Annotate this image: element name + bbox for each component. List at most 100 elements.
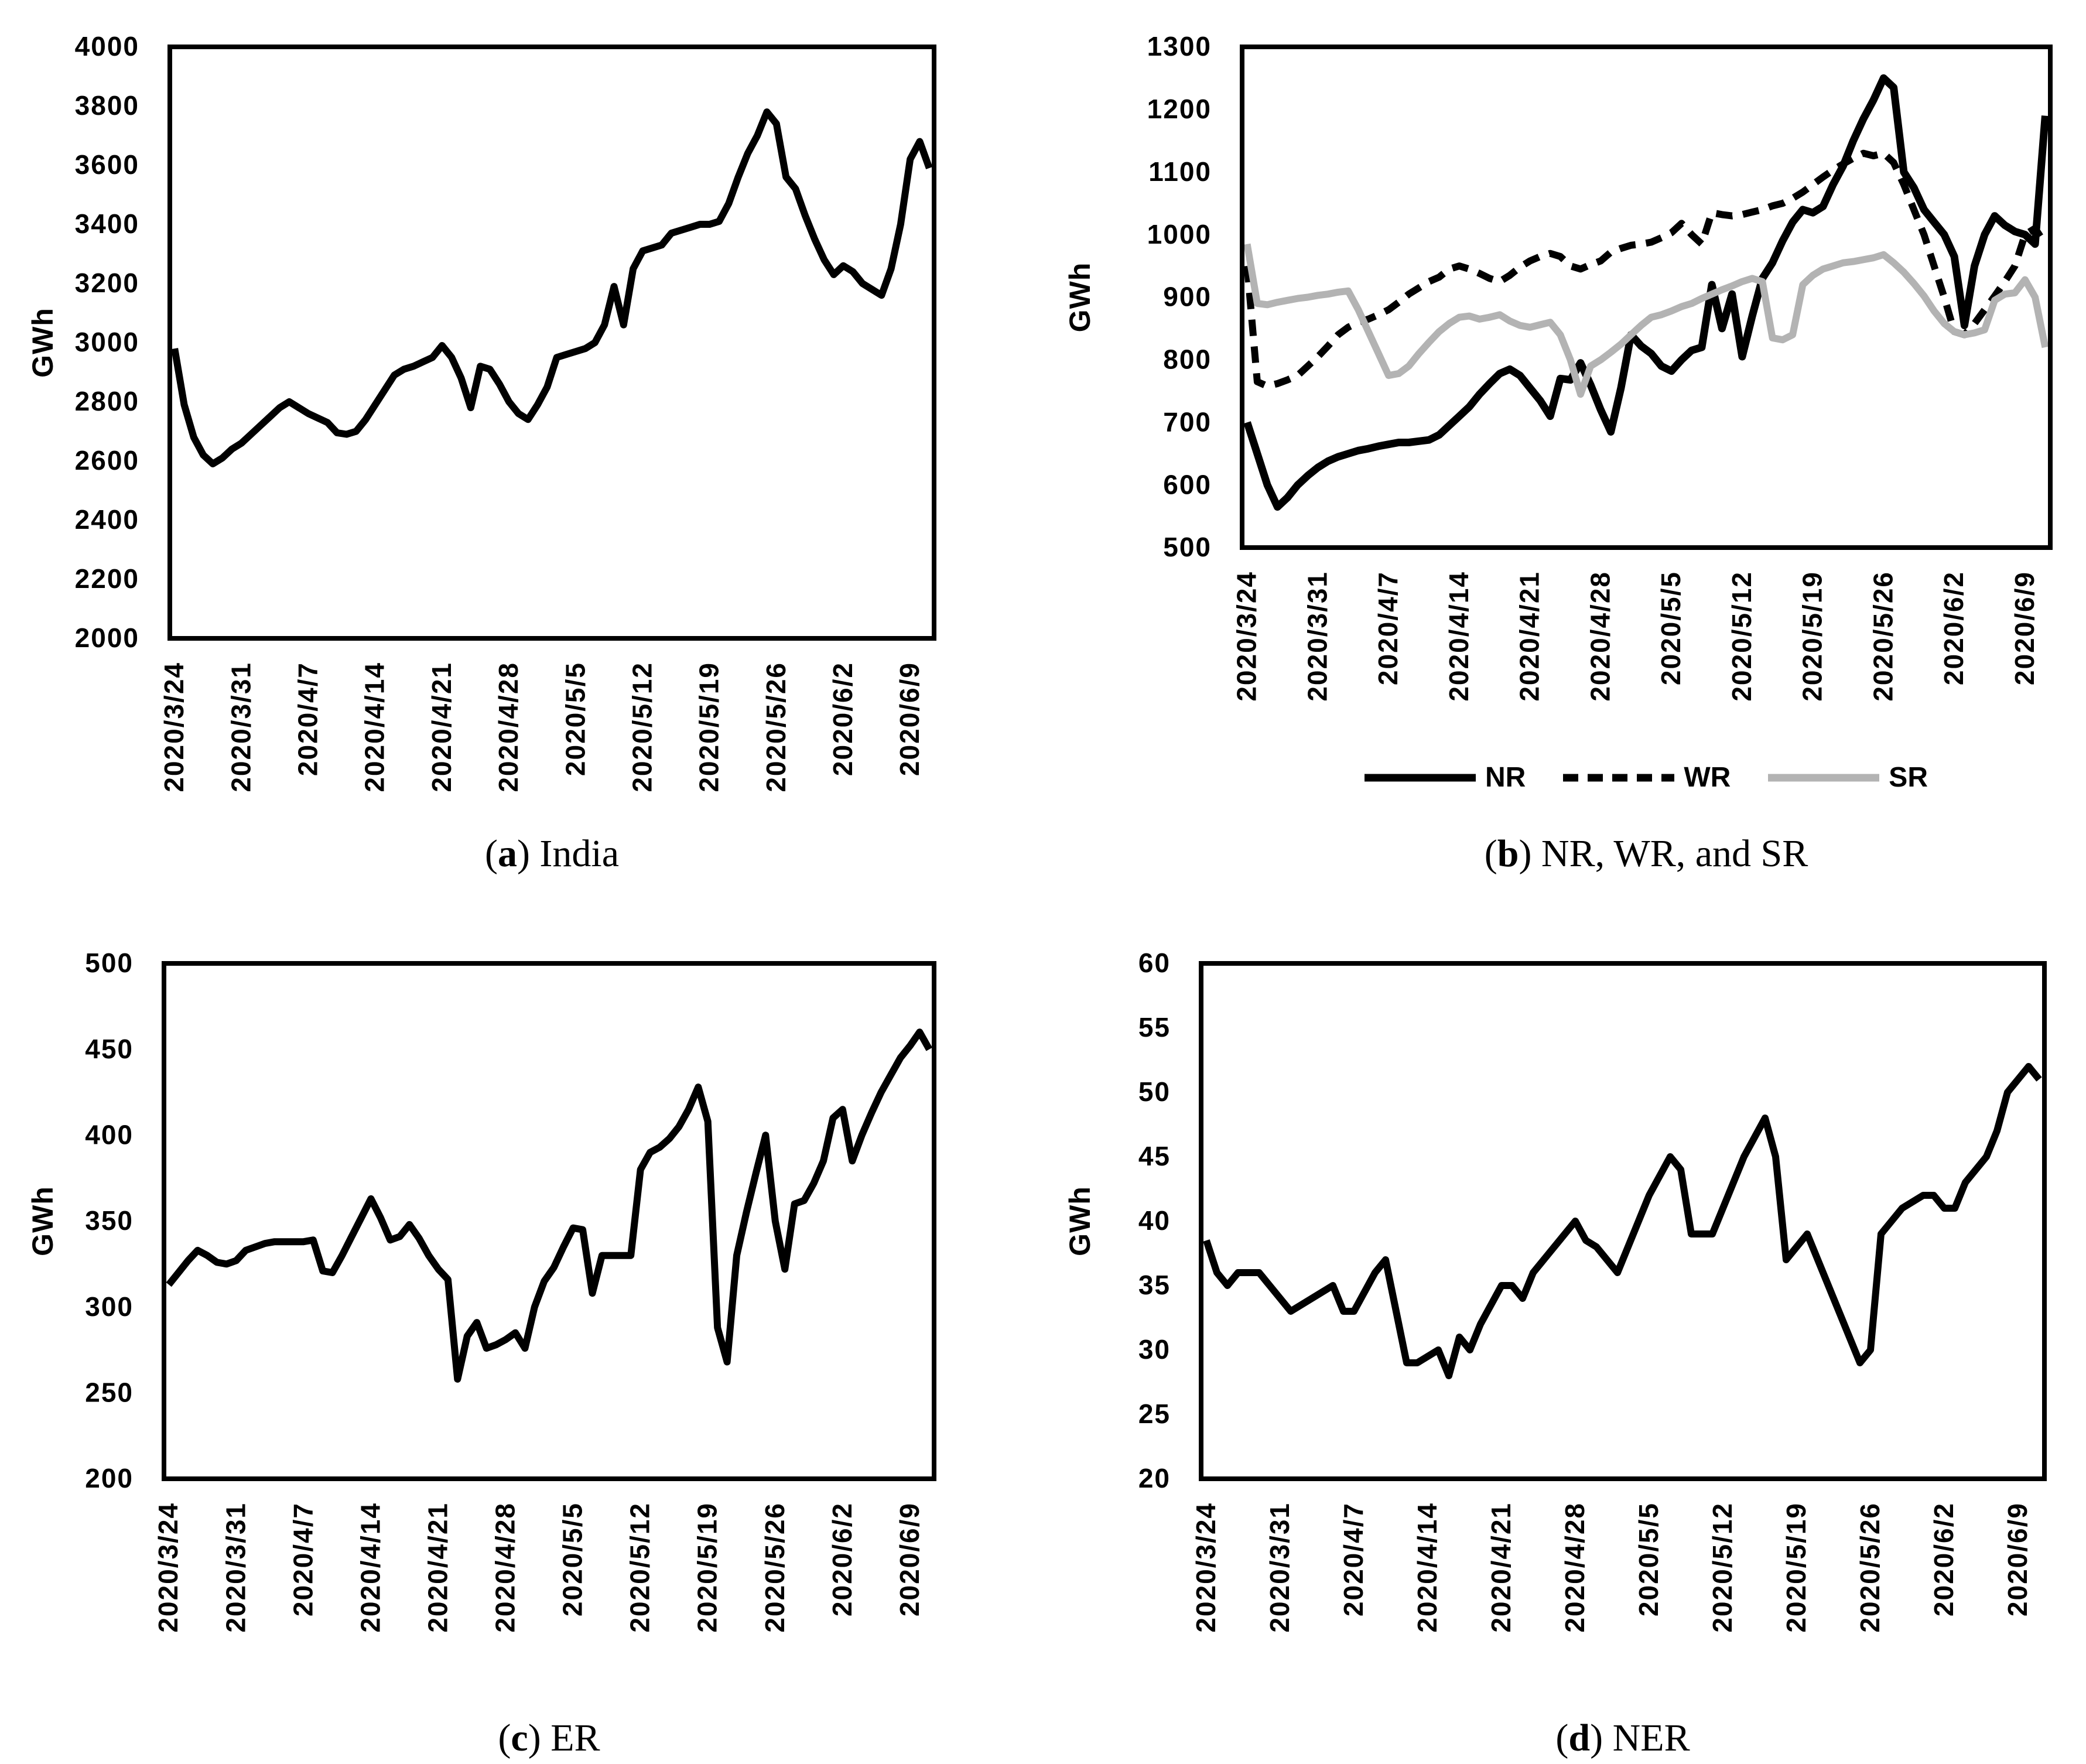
x-tick-label: 2020/6/2 [1928, 1502, 1959, 1616]
caption-c-paren-close: ) [528, 1717, 541, 1759]
legend-label-sr: SR [1889, 762, 1928, 793]
y-tick-label: 350 [85, 1205, 134, 1236]
caption-b-paren-open: ( [1484, 832, 1497, 875]
y-axis-title: GWh [26, 1186, 59, 1256]
y-tick-label: 2200 [75, 563, 139, 594]
x-tick-label: 2020/3/24 [1191, 1502, 1221, 1633]
y-tick-label: 300 [85, 1291, 134, 1322]
x-tick-label: 2020/3/24 [153, 1502, 183, 1633]
caption-c-paren-open: ( [498, 1717, 511, 1759]
caption-a-paren-close: ) [517, 832, 530, 875]
caption-a-letter: a [497, 832, 517, 875]
y-axis-title: GWh [1063, 262, 1096, 333]
wr-line-swatch-icon [1563, 774, 1675, 781]
plot-border [162, 961, 936, 1481]
y-tick-label: 3600 [75, 149, 139, 180]
x-tick-label: 2020/5/26 [1868, 571, 1898, 702]
chart-d-canvas: 20 25 30 35 40 45 50 55 60 2020/3/24 2020/3/31 2020… [1063, 948, 2047, 1633]
y-tick-label: 700 [1163, 406, 1212, 437]
x-tick-label: 2020/5/12 [627, 662, 657, 792]
caption-b-text: NR, WR, and SR [1541, 832, 1808, 875]
x-tick-label: 2020/4/14 [355, 1502, 385, 1633]
x-tick-label: 2020/4/14 [360, 662, 390, 792]
x-tick-label: 2020/4/21 [422, 1502, 453, 1633]
x-tick-label: 2020/6/9 [894, 1502, 925, 1616]
y-tick-label: 1100 [1148, 156, 1212, 187]
y-tick-label: 2000 [75, 623, 139, 653]
caption-c-letter: c [511, 1717, 528, 1759]
x-tick-label: 2020/6/2 [827, 1502, 857, 1616]
series-line-india [171, 108, 933, 467]
x-tick-label: 2020/6/9 [2002, 1502, 2033, 1616]
chart-a-canvas: 2000 2200 2400 2600 2800 3000 3200 3400 3600 3800… [26, 31, 936, 792]
y-tick-label: 45 [1138, 1141, 1171, 1171]
x-tick-label: 2020/4/21 [1514, 571, 1545, 702]
y-tick-label: 3400 [75, 208, 139, 239]
x-tick-label: 2020/4/28 [1560, 1502, 1590, 1633]
y-tick-label: 20 [1138, 1463, 1171, 1493]
y-tick-label: 500 [85, 948, 134, 978]
x-tick-label: 2020/4/14 [1412, 1502, 1442, 1633]
caption-b-letter: b [1497, 832, 1519, 875]
series-line-sr [1243, 243, 2049, 398]
chart-c-panel: 200 250 300 350 400 450 500 2020/3/24 2020/3/31 2… [0, 914, 1043, 1764]
x-tick-label: 2020/5/12 [1707, 1502, 1738, 1633]
series-line-er [166, 1028, 933, 1383]
y-tick-label: 55 [1138, 1012, 1171, 1042]
y-axis-title: GWh [1063, 1186, 1096, 1256]
chart-a-caption: (a) India [170, 832, 934, 876]
plot-border [1240, 45, 2053, 550]
caption-b-paren-close: ) [1519, 832, 1532, 875]
plot-border [167, 45, 936, 641]
x-tick-label: 2020/3/31 [225, 662, 256, 792]
series-line-nr [1243, 74, 2049, 511]
y-tick-label: 400 [85, 1120, 134, 1150]
y-tick-label: 500 [1163, 532, 1212, 562]
legend-item-nr: NR [1365, 761, 1526, 794]
caption-a-text: India [539, 832, 620, 875]
y-tick-label: 2400 [75, 504, 139, 535]
x-tick-label: 2020/3/24 [159, 662, 189, 792]
x-tick-label: 2020/4/7 [1373, 571, 1403, 685]
y-tick-label: 450 [85, 1034, 134, 1064]
x-tick-label: 2020/4/14 [1444, 571, 1474, 702]
y-tick-label: 900 [1163, 282, 1212, 312]
x-tick-label: 2020/4/7 [288, 1502, 318, 1616]
x-tick-label: 2020/4/7 [1338, 1502, 1369, 1616]
y-tick-label: 250 [85, 1377, 134, 1408]
y-tick-label: 3200 [75, 268, 139, 298]
caption-d-text: NER [1612, 1717, 1690, 1759]
caption-d-paren-open: ( [1555, 1717, 1569, 1759]
y-tick-label: 1300 [1147, 31, 1212, 61]
x-tick-label: 2020/6/9 [894, 662, 925, 776]
x-tick-label: 2020/5/26 [760, 1502, 790, 1633]
caption-c-text: ER [550, 1717, 600, 1759]
y-tick-label: 600 [1163, 469, 1212, 500]
chart-c-caption: (c) ER [164, 1716, 934, 1760]
y-axis-title: GWh [26, 307, 59, 378]
legend-item-sr: SR [1768, 761, 1928, 794]
x-tick-label: 2020/5/5 [1656, 571, 1686, 685]
chart-b-panel: 500 600 700 800 900 1000 1100 1200 1300 2020/3/24… [1043, 0, 2086, 914]
y-tick-label: 3000 [75, 327, 139, 357]
y-tick-label: 30 [1138, 1334, 1171, 1365]
x-tick-label: 2020/3/31 [1264, 1502, 1295, 1633]
x-tick-label: 2020/5/5 [560, 662, 590, 776]
y-tick-label: 1200 [1147, 94, 1212, 124]
series-line-wr [1243, 149, 2049, 390]
chart-c-canvas: 200 250 300 350 400 450 500 2020/3/24 2020/3/31 2… [26, 948, 936, 1633]
x-tick-label: 2020/5/12 [1726, 571, 1757, 702]
x-tick-label: 2020/6/9 [2009, 571, 2040, 685]
x-tick-label: 2020/5/19 [1797, 571, 1828, 702]
chart-b-canvas: 500 600 700 800 900 1000 1100 1200 1300 2020/3/24… [1063, 31, 2053, 702]
plot-border [1199, 961, 2047, 1481]
y-tick-label: 2800 [75, 386, 139, 416]
y-tick-label: 1000 [1147, 219, 1212, 249]
legend-label-nr: NR [1485, 762, 1526, 793]
caption-a-paren-open: ( [484, 832, 498, 875]
x-tick-label: 2020/4/21 [1486, 1502, 1516, 1633]
chart-d-caption: (d) NER [1201, 1716, 2044, 1760]
y-tick-label: 50 [1138, 1076, 1171, 1107]
y-tick-label: 25 [1138, 1399, 1171, 1429]
